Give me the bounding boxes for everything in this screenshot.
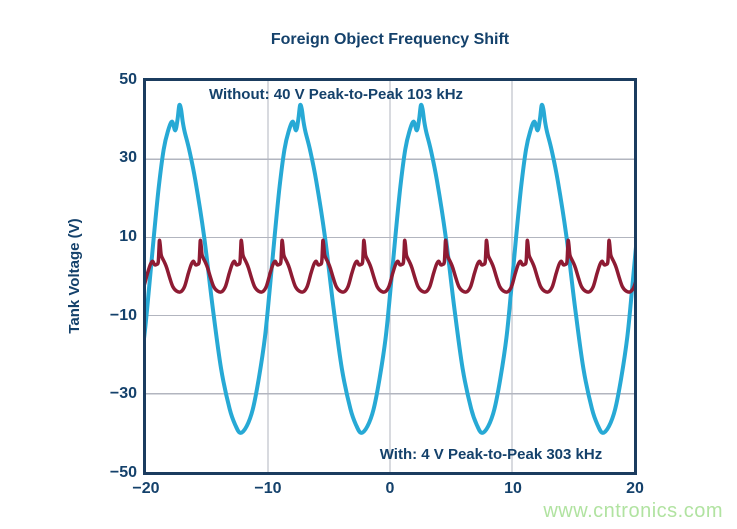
x-tick-10: 10 [504,480,522,497]
y-tick-30: 30 [119,149,137,166]
x-tick-neg10: −10 [254,480,282,497]
y-tick-neg50: −50 [109,464,137,481]
x-tick-0: 0 [385,480,395,497]
x-tick-neg20: −20 [132,480,160,497]
watermark-text: www.cntronics.com [543,500,723,522]
y-axis-title: Tank Voltage (V) [66,218,83,334]
y-tick-neg10: −10 [109,307,137,324]
crimson-waveform-with-foreign-object [146,238,634,294]
annotation-without: Without: 40 V Peak-to-Peak 103 kHz [208,86,464,103]
plot-area [146,81,634,472]
cyan-waveform-without-foreign-object [146,102,634,435]
annotation-with: With: 4 V Peak-to-Peak 303 kHz [379,446,603,463]
y-tick-10: 10 [119,228,137,245]
y-tick-50: 50 [119,71,137,88]
y-tick-neg30: −30 [109,385,137,402]
plot-frame: Without: 40 V Peak-to-Peak 103 kHz With:… [143,78,637,475]
chart-title: Foreign Object Frequency Shift [270,31,510,48]
x-tick-20: 20 [626,480,644,497]
